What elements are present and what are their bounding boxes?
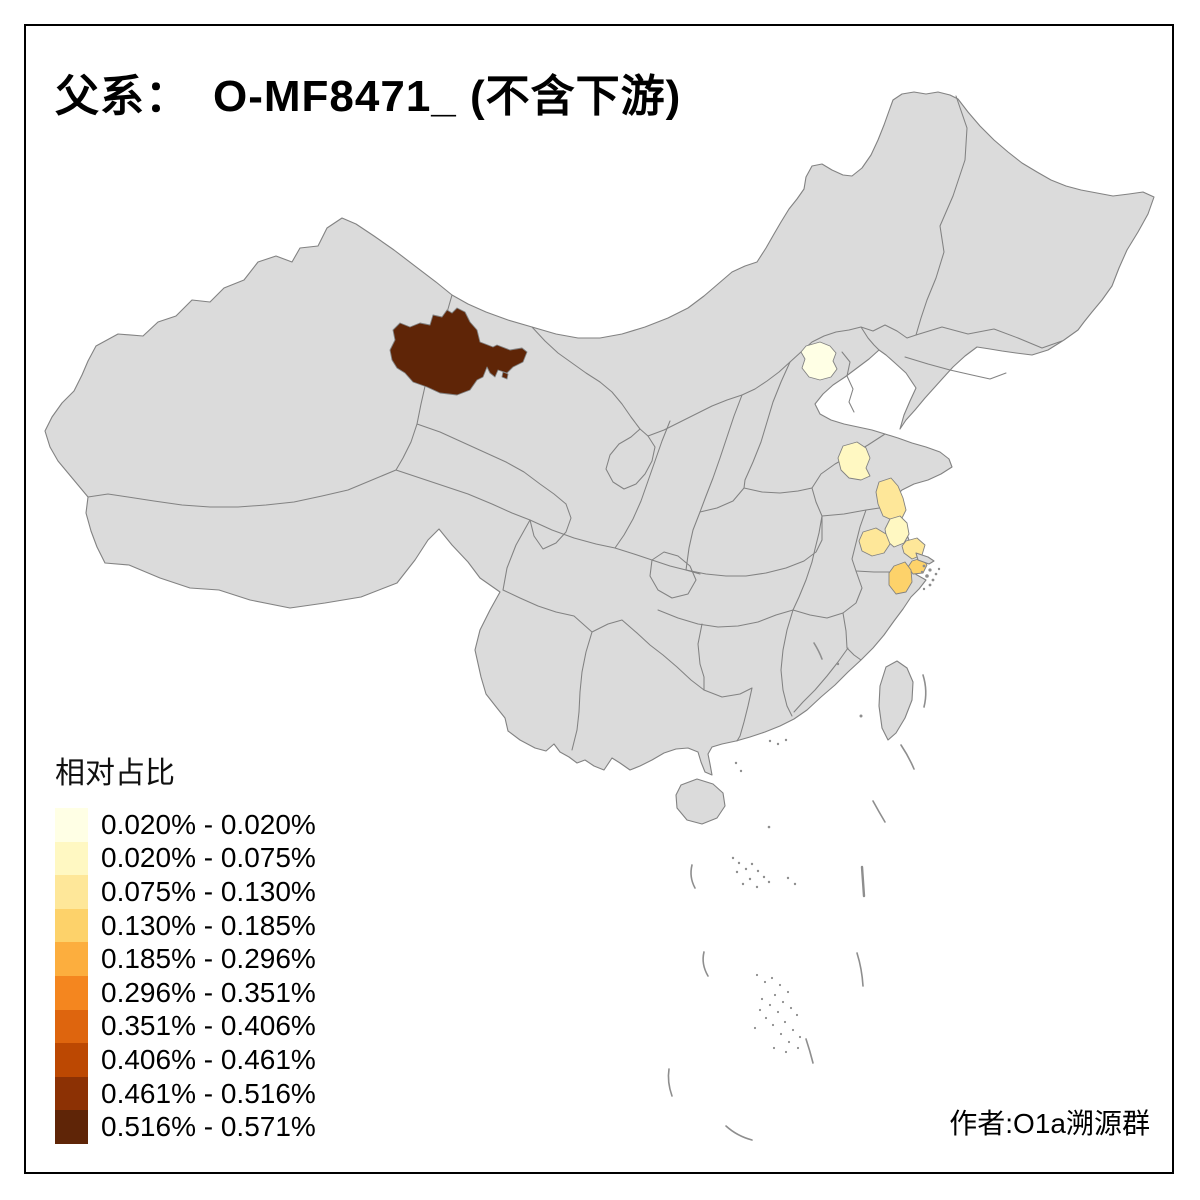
spratly-islets bbox=[753, 973, 802, 1054]
legend-row: 0.020% - 0.075% bbox=[55, 841, 316, 876]
legend-row: 0.185% - 0.296% bbox=[55, 942, 316, 976]
legend-row: 0.516% - 0.571% bbox=[55, 1110, 316, 1144]
legend-label: 0.185% - 0.296% bbox=[101, 943, 316, 975]
coastal-islets bbox=[734, 662, 863, 829]
map-region-northwest-dark-islet bbox=[501, 371, 509, 380]
legend-swatch bbox=[55, 1076, 88, 1111]
legend-label: 0.351% - 0.406% bbox=[101, 1010, 316, 1042]
legend-label: 0.406% - 0.461% bbox=[101, 1043, 316, 1075]
map-region-northwest-dark bbox=[389, 307, 528, 396]
legend-swatch bbox=[55, 808, 88, 842]
legend-row: 0.075% - 0.130% bbox=[55, 875, 316, 909]
author-credit: 作者:O1a溯源群 bbox=[949, 1108, 1150, 1139]
islands bbox=[675, 552, 941, 1054]
legend-swatch bbox=[55, 908, 88, 943]
zhoushan-islets bbox=[920, 564, 941, 591]
page-title: 父系： O-MF8471_ (不含下游) bbox=[55, 72, 682, 121]
mainland-outline bbox=[44, 91, 1155, 776]
paracel-islets bbox=[731, 856, 797, 889]
map-region-yangzhou-area bbox=[858, 527, 891, 557]
legend-title: 相对占比 bbox=[55, 757, 175, 790]
legend-swatch bbox=[55, 841, 88, 876]
legend-swatch bbox=[55, 1009, 88, 1044]
map-region-west-shandong bbox=[837, 441, 871, 481]
legend-row: 0.406% - 0.461% bbox=[55, 1043, 316, 1077]
legend-swatch bbox=[55, 1110, 88, 1144]
sea-boundary-dashes bbox=[667, 642, 927, 1141]
legend-swatch bbox=[55, 1043, 88, 1077]
legend-row: 0.351% - 0.406% bbox=[55, 1009, 316, 1044]
legend-row: 0.130% - 0.185% bbox=[55, 908, 316, 943]
highlighted-regions bbox=[389, 307, 928, 595]
legend-row: 0.461% - 0.516% bbox=[55, 1076, 316, 1111]
taiwan-island bbox=[878, 660, 914, 741]
legend-label: 0.075% - 0.130% bbox=[101, 875, 316, 907]
legend-label: 0.020% - 0.020% bbox=[101, 808, 316, 840]
legend-label: 0.020% - 0.075% bbox=[101, 842, 316, 874]
legend-swatch bbox=[55, 875, 88, 909]
map-region-north-zhejiang bbox=[888, 561, 913, 595]
province-boundaries bbox=[87, 95, 1063, 751]
legend-rows: 0.020% - 0.020% 0.020% - 0.075% 0.075% - 0… bbox=[55, 808, 316, 1144]
legend-swatch bbox=[55, 975, 88, 1010]
legend-row: 0.020% - 0.020% bbox=[55, 808, 316, 842]
legend-label: 0.130% - 0.185% bbox=[101, 909, 316, 941]
legend-swatch bbox=[55, 942, 88, 976]
chongming-island bbox=[915, 552, 935, 565]
legend-label: 0.461% - 0.516% bbox=[101, 1077, 316, 1109]
legend-label: 0.296% - 0.351% bbox=[101, 976, 316, 1008]
map-legend: 相对占比 0.020% - 0.020% 0.020% - 0.075% 0.075… bbox=[55, 748, 316, 1144]
map-region-north-capital bbox=[800, 341, 838, 381]
legend-label: 0.516% - 0.571% bbox=[101, 1111, 316, 1143]
legend-row: 0.296% - 0.351% bbox=[55, 975, 316, 1010]
hainan-island bbox=[675, 778, 726, 825]
